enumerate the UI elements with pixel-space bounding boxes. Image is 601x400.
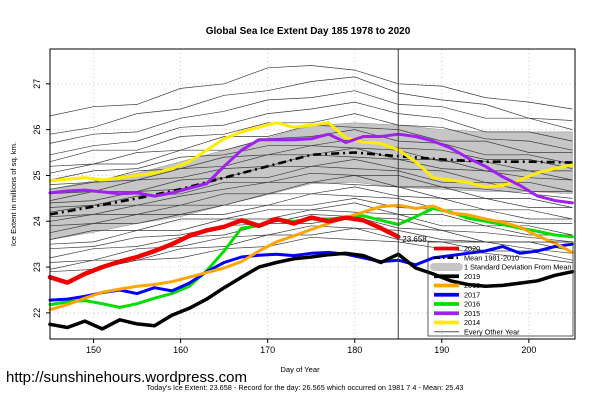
- series-every-other-year: [49, 154, 573, 195]
- series-every-other-year: [49, 129, 573, 174]
- plot-border: [49, 48, 576, 340]
- series-2017: [48, 242, 574, 302]
- series-every-other-year: [49, 172, 573, 208]
- x-tick-label: 160: [173, 345, 188, 355]
- y-axis-label: Ice Extent in millions of sq. km.: [9, 142, 18, 246]
- legend-label: 2015: [464, 309, 480, 318]
- y-tick-label: 23: [32, 262, 42, 272]
- series-every-other-year: [49, 76, 573, 135]
- legend-label: 2019: [464, 272, 480, 281]
- x-tick-label: 200: [521, 345, 536, 355]
- y-tick-label: 27: [32, 79, 42, 89]
- legend-label: 2018: [464, 281, 480, 290]
- series-every-other-year: [49, 236, 573, 273]
- legend-label: Mean 1981-2010: [464, 253, 519, 262]
- y-tick-label: 26: [32, 125, 42, 135]
- y-tick-label: 22: [32, 308, 42, 318]
- series-every-other-year: [49, 181, 573, 218]
- x-tick-label: 180: [347, 345, 362, 355]
- series-every-other-year: [49, 193, 573, 227]
- extent-annotation: 23.658: [402, 235, 427, 244]
- legend-label: 2014: [464, 318, 480, 327]
- series-every-other-year: [49, 209, 573, 245]
- series-2018: [48, 203, 574, 312]
- legend-box: [427, 241, 574, 337]
- plot-area: 23.658 150 160 170 180 190 200 22 23 24 25 26 27: [32, 48, 576, 355]
- x-tick-label: 150: [86, 345, 101, 355]
- legend-label: 2016: [464, 300, 480, 309]
- footer-caption: Today's Ice Extent: 23.658 - Record for …: [147, 383, 464, 392]
- y-tick-label: 24: [32, 216, 42, 226]
- series-2019: [48, 251, 575, 331]
- legend-label: 2017: [464, 290, 480, 299]
- series-every-other-year: [49, 90, 573, 144]
- y-tick-label: 25: [32, 170, 42, 180]
- series-2015: [48, 132, 574, 205]
- x-axis-label: Day of Year: [280, 365, 320, 374]
- series-every-other-year: [49, 101, 573, 156]
- x-tick-label: 190: [434, 345, 449, 355]
- legend-label: Every Other Year: [464, 327, 520, 336]
- series-every-other-year: [49, 113, 573, 163]
- series-every-other-year: [49, 214, 573, 250]
- legend-label: 1 Standard Deviation From Mean: [464, 263, 571, 272]
- series-2014: [48, 121, 574, 189]
- footer-url: http://sunshinehours.wordpress.com: [6, 369, 247, 386]
- series-2020: [47, 215, 401, 285]
- legend-label: 2020: [464, 244, 480, 253]
- series-every-other-year: [49, 65, 573, 117]
- chart-title: Global Sea Ice Extent Day 185 1978 to 20…: [206, 26, 411, 37]
- x-tick-label: 170: [260, 345, 275, 355]
- series-every-other-year: [49, 145, 573, 185]
